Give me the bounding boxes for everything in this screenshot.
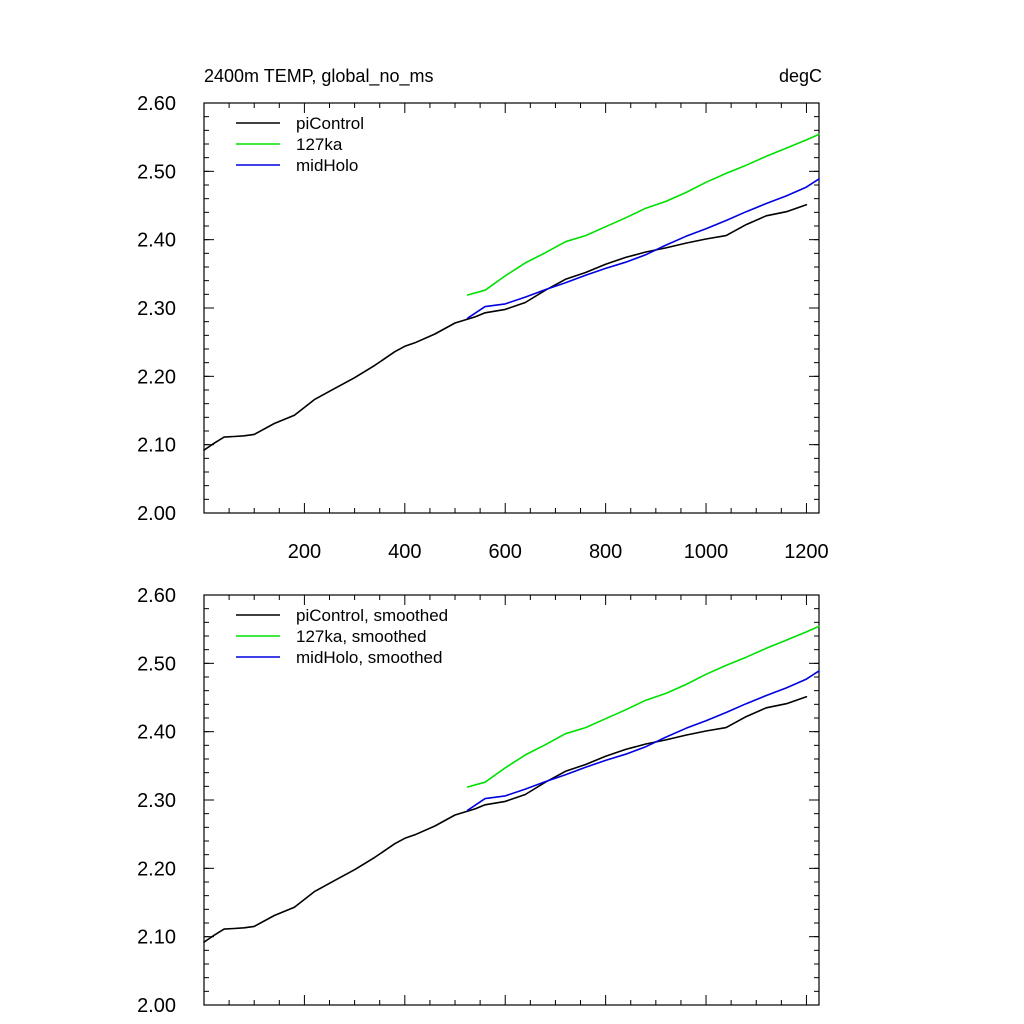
bottom-y-tick-label: 2.20 <box>137 858 176 880</box>
top-y-tick-label: 2.00 <box>137 503 176 525</box>
top-legend-label-2: midHolo <box>296 156 358 175</box>
top-y-tick-label: 2.50 <box>137 161 176 183</box>
top-y-tick-label: 2.20 <box>137 366 176 388</box>
top-legend: piControl 127ka midHolo <box>236 114 364 175</box>
top-y-tick-label: 2.60 <box>137 93 176 115</box>
bottom-legend: piControl, smoothed 127ka, smoothed midHol… <box>236 606 448 667</box>
bottom-y-tick-label: 2.30 <box>137 790 176 812</box>
top-series-line-2 <box>466 178 820 320</box>
bottom-legend-label-2: midHolo, smoothed <box>296 648 442 667</box>
bottom-ticks: 2.00 2.10 2.20 2.30 2.40 2.50 2.60 <box>137 585 819 1017</box>
bottom-series-line-1 <box>466 625 820 788</box>
top-x-tick-label: 200 <box>288 541 321 563</box>
top-y-tick-label: 2.10 <box>137 435 176 457</box>
bottom-panel: 2.00 2.10 2.20 2.30 2.40 2.50 2.60 piControl, … <box>137 585 820 1017</box>
top-series-line-1 <box>466 133 820 296</box>
top-series-line-0 <box>203 204 808 451</box>
top-x-tick-label: 600 <box>489 541 522 563</box>
top-y-tick-label: 2.30 <box>137 298 176 320</box>
bottom-y-tick-label: 2.50 <box>137 653 176 675</box>
top-x-tick-label: 1200 <box>784 541 829 563</box>
bottom-legend-label-1: 127ka, smoothed <box>296 627 426 646</box>
bottom-series <box>203 625 820 943</box>
bottom-y-tick-label: 2.60 <box>137 585 176 607</box>
top-x-tick-label: 400 <box>388 541 421 563</box>
top-title-left: 2400m TEMP, global_no_ms <box>204 66 433 87</box>
top-series <box>203 133 820 451</box>
bottom-y-tick-label: 2.00 <box>137 995 176 1017</box>
top-title-right: degC <box>779 66 822 86</box>
top-ticks: 2.00 2.10 2.20 2.30 2.40 2.50 2.60 200 400 600 800… <box>137 93 829 563</box>
bottom-series-line-0 <box>203 695 808 943</box>
top-legend-label-1: 127ka <box>296 135 343 154</box>
top-legend-label-0: piControl <box>296 114 364 133</box>
top-x-tick-label: 800 <box>589 541 622 563</box>
bottom-legend-label-0: piControl, smoothed <box>296 606 448 625</box>
bottom-y-tick-label: 2.40 <box>137 722 176 744</box>
bottom-series-line-2 <box>466 670 820 812</box>
top-x-tick-label: 1000 <box>684 541 729 563</box>
top-y-tick-label: 2.40 <box>137 230 176 252</box>
top-panel: 2400m TEMP, global_no_ms degC 2.002.102.… <box>137 66 829 563</box>
bottom-y-tick-label: 2.10 <box>137 927 176 949</box>
